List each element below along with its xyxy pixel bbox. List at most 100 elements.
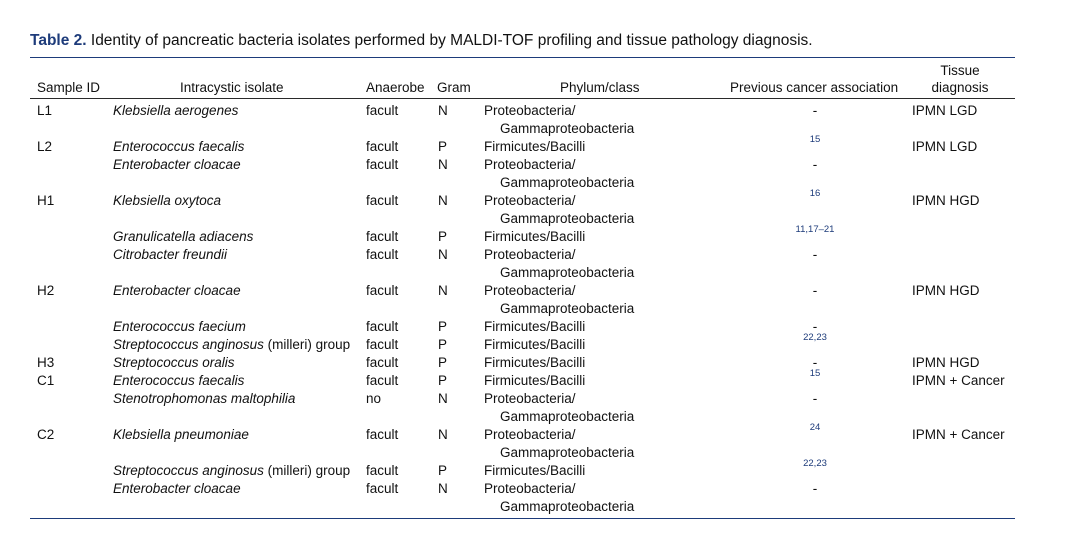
cell-tissue-diagnosis: IPMN HGD bbox=[912, 193, 980, 208]
cell-gram: N bbox=[438, 247, 448, 262]
cell-gram: P bbox=[438, 463, 448, 478]
cell-previous-association: - bbox=[720, 102, 910, 120]
phylum-line1: Firmicutes/Bacilli bbox=[484, 373, 586, 388]
cell-anaerobe: facult bbox=[366, 103, 399, 118]
header-phylum-class: Phylum/class bbox=[560, 80, 640, 95]
isolate-name: Enterococcus faecalis bbox=[113, 139, 245, 154]
cell-isolate: Streptococcus anginosus (milleri) group bbox=[113, 462, 350, 480]
cell-anaerobe: facult bbox=[366, 427, 399, 442]
cell-gram: P bbox=[438, 139, 448, 154]
cell-gram: N bbox=[438, 283, 448, 298]
cell-tissue-diagnosis: IPMN LGD bbox=[912, 139, 978, 154]
cell-gram: P bbox=[438, 319, 448, 334]
cell-isolate: Klebsiella aerogenes bbox=[113, 102, 238, 120]
cell-phylum: Proteobacteria/Gammaproteobacteria bbox=[484, 426, 634, 462]
header-tissue-line2: diagnosis bbox=[931, 80, 989, 95]
reference-citation[interactable]: 24 bbox=[809, 422, 821, 433]
cell-anaerobe: facult bbox=[366, 481, 399, 496]
reference-citation[interactable]: 15 bbox=[809, 134, 821, 145]
header-gram: Gram bbox=[437, 80, 471, 95]
cell-tissue-diagnosis: IPMN + Cancer bbox=[912, 373, 1005, 388]
header-sample-id: Sample ID bbox=[37, 80, 101, 95]
isolate-name: Enterobacter cloacae bbox=[113, 157, 241, 172]
isolate-name: Streptococcus oralis bbox=[113, 355, 235, 370]
table-row: Enterococcus faecium facult P Firmicutes/Ba… bbox=[0, 318, 1070, 354]
cell-gram: N bbox=[438, 481, 448, 496]
cell-previous-association: 15 bbox=[720, 368, 910, 379]
isolate-name: Klebsiella aerogenes bbox=[113, 103, 239, 118]
isolate-name: Klebsiella pneumoniae bbox=[113, 427, 249, 442]
isolate-name: Citrobacter freundii bbox=[113, 247, 228, 262]
phylum-line2: Gammaproteobacteria bbox=[500, 499, 635, 514]
phylum-line1: Proteobacteria/ bbox=[484, 247, 576, 262]
no-association-dash: - bbox=[812, 247, 818, 262]
cell-gram: N bbox=[438, 391, 448, 406]
isolate-group-note: (milleri) group bbox=[263, 337, 351, 352]
cell-anaerobe: facult bbox=[366, 355, 399, 370]
cell-anaerobe: facult bbox=[366, 139, 399, 154]
header-anaerobe: Anaerobe bbox=[366, 80, 425, 95]
reference-citation[interactable]: 11,17–21 bbox=[795, 224, 835, 235]
cell-anaerobe: facult bbox=[366, 283, 399, 298]
phylum-line1: Firmicutes/Bacilli bbox=[484, 337, 586, 352]
cell-isolate: Enterobacter cloacae bbox=[113, 480, 241, 498]
cell-isolate: Enterococcus faecalis bbox=[113, 138, 244, 156]
isolate-name: Stenotrophomonas maltophilia bbox=[113, 391, 296, 406]
cell-anaerobe: facult bbox=[366, 193, 399, 208]
phylum-line1: Proteobacteria/ bbox=[484, 427, 576, 442]
no-association-dash: - bbox=[812, 391, 818, 406]
cell-isolate: Enterobacter cloacae bbox=[113, 156, 241, 174]
reference-citation[interactable]: 22,23 bbox=[803, 458, 827, 469]
table-row: C2 Klebsiella pneumoniae facult N Proteobact… bbox=[0, 422, 1070, 462]
cell-gram: P bbox=[438, 337, 448, 352]
isolate-name: Enterobacter cloacae bbox=[113, 481, 241, 496]
phylum-line1: Proteobacteria/ bbox=[484, 481, 576, 496]
reference-citation[interactable]: 16 bbox=[809, 188, 821, 199]
cell-phylum: Firmicutes/Bacilli bbox=[484, 372, 585, 390]
cell-previous-association: 11,17–21 bbox=[720, 224, 910, 235]
cell-phylum: Proteobacteria/Gammaproteobacteria bbox=[484, 480, 634, 516]
cell-isolate: Klebsiella pneumoniae bbox=[113, 426, 249, 444]
phylum-line1: Firmicutes/Bacilli bbox=[484, 139, 586, 154]
no-association-dash: - bbox=[812, 355, 818, 370]
cell-previous-association: 22,23 bbox=[720, 332, 910, 343]
header-tissue-diagnosis: Tissue diagnosis bbox=[912, 62, 1008, 96]
cell-isolate: Streptococcus oralis bbox=[113, 354, 235, 372]
cell-isolate: Streptococcus anginosus (milleri) group bbox=[113, 336, 350, 354]
cell-previous-association: 22,23 bbox=[720, 458, 910, 469]
cell-sample-id: H3 bbox=[37, 355, 55, 370]
cell-phylum: Firmicutes/Bacilli bbox=[484, 138, 585, 156]
cell-anaerobe: facult bbox=[366, 319, 399, 334]
header-intracystic-isolate: Intracystic isolate bbox=[180, 80, 284, 95]
top-rule bbox=[30, 57, 1015, 58]
phylum-line1: Proteobacteria/ bbox=[484, 193, 576, 208]
reference-citation[interactable]: 22,23 bbox=[803, 332, 827, 343]
table-row: Enterobacter cloacae facult N Proteobacteri… bbox=[0, 480, 1070, 516]
reference-citation[interactable]: 15 bbox=[809, 368, 821, 379]
table-row: L1 Klebsiella aerogenes facult N Proteobacte… bbox=[0, 102, 1070, 138]
table-row: Streptococcus anginosus (milleri) group f… bbox=[0, 458, 1070, 498]
header-previous-cancer-association: Previous cancer association bbox=[730, 80, 899, 95]
cell-previous-association: - bbox=[720, 282, 910, 300]
isolate-name: Streptococcus anginosus bbox=[113, 463, 264, 478]
cell-anaerobe: facult bbox=[366, 229, 399, 244]
cell-sample-id: H1 bbox=[37, 193, 55, 208]
phylum-line2: Gammaproteobacteria bbox=[500, 265, 635, 280]
phylum-line1: Firmicutes/Bacilli bbox=[484, 319, 586, 334]
phylum-line2: Gammaproteobacteria bbox=[500, 211, 635, 226]
cell-anaerobe: no bbox=[366, 391, 382, 406]
table-row: H3 Streptococcus oralis facult P Firmicutes/… bbox=[0, 354, 1070, 390]
header-tissue-line1: Tissue bbox=[940, 63, 980, 78]
cell-isolate: Klebsiella oxytoca bbox=[113, 192, 221, 210]
cell-phylum: Proteobacteria/Gammaproteobacteria bbox=[484, 390, 634, 426]
cell-phylum: Proteobacteria/Gammaproteobacteria bbox=[484, 192, 634, 228]
table-row: Stenotrophomonas maltophilia no N Proteobac… bbox=[0, 390, 1070, 426]
cell-anaerobe: facult bbox=[366, 463, 399, 478]
no-association-dash: - bbox=[812, 283, 818, 298]
cell-previous-association: 16 bbox=[720, 188, 910, 199]
table-row: H2 Enterobacter cloacae facult N Proteobacte… bbox=[0, 282, 1070, 318]
cell-anaerobe: facult bbox=[366, 157, 399, 172]
no-association-dash: - bbox=[812, 157, 818, 172]
cell-isolate: Citrobacter freundii bbox=[113, 246, 227, 264]
cell-isolate: Enterococcus faecalis bbox=[113, 372, 244, 390]
